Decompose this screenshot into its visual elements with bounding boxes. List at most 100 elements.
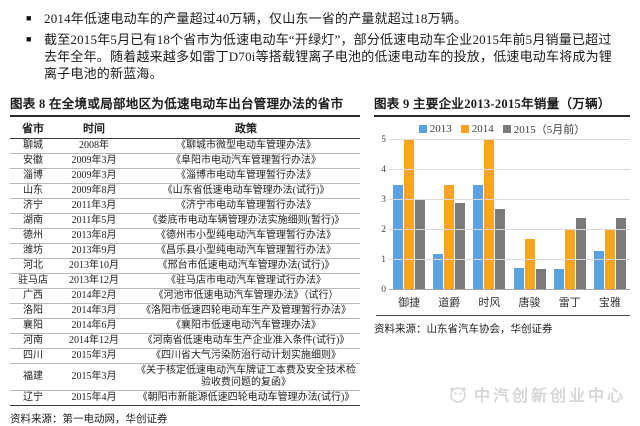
legend-item: 2015（5月前）: [502, 121, 586, 137]
y-axis-tick-label: 4: [381, 165, 386, 175]
table-row: 德州 2013年8月 《德州市小型纯电动汽车管理暂行办法》: [10, 228, 360, 244]
policy-cell: 《昌乐县小型纯电动汽车管理暂行办法》: [132, 243, 360, 259]
bar-道爵-2014: [444, 185, 455, 290]
legend-swatch-icon: [418, 125, 427, 133]
bar-时风-2014: [484, 140, 495, 290]
report-page: ■ 2014年低速电动车的产量超过40万辆，仅山东一省的产量就超过18万辆。 ■…: [10, 8, 630, 425]
time-cell: 2014年12月: [56, 333, 132, 349]
policy-cell: 《襄阳市低速电动汽车管理办法》: [132, 318, 360, 334]
policy-table: 省市 时间 政策 聊城 2008年 《聊城市微型电动车管理办法》 安徽 2009年3月《…: [10, 118, 360, 406]
bar-时风-2013: [473, 185, 484, 290]
chart-x-axis-labels: 御捷 道爵 时风 唐骏 雷丁 宝雅: [389, 290, 630, 315]
province-cell: 广西: [10, 288, 56, 304]
policy-table-body: 聊城 2008年 《聊城市微型电动车管理办法》 安徽 2009年3月 《阜阳市电动汽车管理…: [10, 138, 360, 406]
time-cell: 2009年3月: [56, 153, 132, 169]
bar-御捷-2015（5月前）: [415, 200, 426, 290]
column-header-time: 时间: [56, 118, 132, 139]
policy-cell: 《娄底市电动车辆管理办法实施细则(暂行)》: [132, 213, 360, 229]
policy-cell: 《聊城市微型电动车管理办法》: [132, 138, 360, 154]
legend-item: 2013: [418, 123, 452, 135]
column-header-policy: 政策: [132, 118, 360, 139]
time-cell: 2013年10月: [56, 258, 132, 274]
gridline: [389, 169, 630, 170]
province-cell: 驻马店: [10, 273, 56, 289]
time-cell: 2013年9月: [56, 243, 132, 259]
gridline: [389, 139, 630, 140]
legend-label: 2014: [471, 123, 494, 135]
chart-legend: 2013 2014 2015（5月前）: [374, 121, 630, 137]
chart-bars: [389, 140, 630, 290]
time-cell: 2008年: [56, 138, 132, 154]
province-cell: 洛阳: [10, 303, 56, 319]
legend-label: 2015（5月前）: [513, 124, 586, 136]
table-row: 安徽 2009年3月 《阜阳市电动汽车管理暂行办法》: [10, 153, 360, 169]
time-cell: 2014年3月: [56, 303, 132, 319]
table-row: 济宁 2011年3月 《济宁市电动车管理暂行办法》: [10, 198, 360, 214]
gridline: [389, 199, 630, 200]
policy-table-head: 省市 时间 政策: [10, 118, 360, 139]
province-cell: 淄博: [10, 168, 56, 184]
bar-唐骏-2015（5月前）: [535, 269, 546, 290]
chart-plot-wrap: 0 1 2 3 4 5 御捷 道爵 时风 唐骏 雷丁 宝雅: [376, 135, 630, 316]
bar-宝雅-2014: [604, 230, 615, 290]
table-row: 聊城 2008年 《聊城市微型电动车管理办法》: [10, 138, 360, 154]
x-axis-label-御捷: 御捷: [398, 297, 421, 309]
x-axis-label-宝雅: 宝雅: [598, 297, 621, 309]
cciic-logo-icon: [450, 387, 466, 403]
legend-swatch-icon: [502, 125, 511, 133]
policy-cell: 《德州市小型纯电动汽车管理暂行办法》: [132, 228, 360, 244]
province-cell: 福建: [10, 363, 56, 391]
table-header-row: 省市 时间 政策: [10, 118, 360, 139]
gridline: [389, 289, 630, 290]
time-cell: 2015年3月: [56, 348, 132, 364]
policy-cell: 《邢台市低速电动汽车管理办法(试行)》: [132, 258, 360, 274]
province-cell: 四川: [10, 348, 56, 364]
bar-雷丁-2014: [564, 230, 575, 290]
gridline: [389, 229, 630, 230]
x-axis-label-时风: 时风: [478, 297, 501, 309]
bar-雷丁-2013: [553, 269, 564, 290]
summary-bullets: ■ 2014年低速电动车的产量超过40万辆，仅山东一省的产量就超过18万辆。 ■…: [10, 8, 630, 92]
table-row: 辽宁 2015年4月 《朝阳市新能源低速四轮电动车管理办法(试行)》: [10, 390, 360, 406]
bar-宝雅-2015（5月前）: [615, 218, 626, 290]
policy-cell: 《洛阳市低速四轮电动车生产及管理暂行办法》: [132, 303, 360, 319]
policy-cell: 《阜阳市电动汽车管理暂行办法》: [132, 153, 360, 169]
policy-cell: 《关于核定低速电动汽车牌证工本费及安全技术检验收费问题的复函》: [132, 363, 360, 391]
two-column-layout: 图表 8 在全境或局部地区为低速电动车出台管理办法的省市 省市 时间 政策 聊城…: [10, 96, 630, 426]
bar-御捷-2013: [393, 185, 404, 290]
time-cell: 2011年3月: [56, 198, 132, 214]
province-cell: 济宁: [10, 198, 56, 214]
province-cell: 潍坊: [10, 243, 56, 259]
time-cell: 2014年6月: [56, 318, 132, 334]
x-axis-label-道爵: 道爵: [438, 297, 461, 309]
policy-cell: 《河南省低速电动车生产企业准入条件(试行)》: [132, 333, 360, 349]
legend-item: 2014: [460, 123, 494, 135]
policy-cell: 《朝阳市新能源低速四轮电动车管理办法(试行)》: [132, 390, 360, 406]
province-cell: 山东: [10, 183, 56, 199]
gridline: [389, 259, 630, 260]
column-header-province: 省市: [10, 118, 56, 139]
province-cell: 襄阳: [10, 318, 56, 334]
bullet-item: ■ 截至2015年5月已有18个省市为低速电动车“开绿灯”，部分低速电动车企业2…: [26, 31, 624, 82]
bullet-text: 截至2015年5月已有18个省市为低速电动车“开绿灯”，部分低速电动车企业201…: [44, 32, 613, 81]
policy-cell: 《济宁市电动车管理暂行办法》: [132, 198, 360, 214]
bar-时风-2015（5月前）: [495, 209, 506, 290]
table-row: 襄阳 2014年6月 《襄阳市低速电动汽车管理办法》: [10, 318, 360, 334]
province-cell: 聊城: [10, 138, 56, 154]
bar-唐骏-2014: [524, 239, 535, 290]
bar-group-宝雅: [593, 140, 626, 290]
bar-唐骏-2013: [513, 267, 524, 290]
table-row: 湖南 2011年5月 《娄底市电动车辆管理办法实施细则(暂行)》: [10, 213, 360, 229]
time-cell: 2013年12月: [56, 273, 132, 289]
bar-道爵-2015（5月前）: [455, 203, 466, 290]
time-cell: 2015年3月: [56, 363, 132, 391]
bullet-item: ■ 2014年低速电动车的产量超过40万辆，仅山东一省的产量就超过18万辆。: [26, 10, 624, 27]
legend-label: 2013: [429, 123, 452, 135]
bullet-text: 2014年低速电动车的产量超过40万辆，仅山东一省的产量就超过18万辆。: [44, 11, 468, 26]
figure-9-title: 图表 9 主要企业2013-2015年销量（万辆）: [374, 96, 630, 117]
province-cell: 辽宁: [10, 390, 56, 406]
table-row: 潍坊 2013年9月 《昌乐县小型纯电动汽车管理暂行办法》: [10, 243, 360, 259]
y-axis-tick-label: 2: [381, 225, 386, 235]
table-row: 驻马店 2013年12月 《驻马店市电动汽车管理试行办法》: [10, 273, 360, 289]
bar-雷丁-2015（5月前）: [575, 218, 586, 290]
